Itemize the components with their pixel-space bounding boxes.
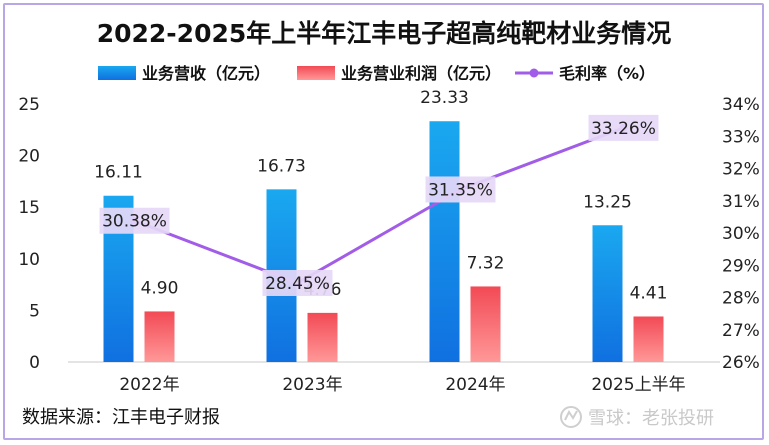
margin-value-label: 28.45% (265, 274, 330, 294)
left-axis-tick-label: 0 (29, 353, 40, 373)
left-axis-tick-label: 25 (18, 95, 40, 115)
margin-label-bg (588, 114, 659, 141)
bar-profit-value-label: 7.32 (467, 253, 505, 273)
bar-revenue (429, 121, 460, 362)
left-axis-tick-label: 20 (18, 147, 40, 167)
right-axis-tick-label: 27% (722, 321, 760, 341)
bar-profit-value-label: 4.90 (141, 278, 179, 298)
bar-profit (470, 286, 501, 362)
left-axis-tick-label: 10 (18, 250, 40, 270)
legend-label-profit: 业务营业利润（亿元） (341, 64, 501, 83)
source-note: 数据来源：江丰电子财报 (22, 407, 220, 428)
margin-label-bg (262, 269, 333, 296)
category-label: 2023年 (282, 375, 342, 395)
right-axis-tick-label: 26% (722, 353, 760, 373)
category-label: 2022年 (119, 375, 179, 395)
margin-label-bg (99, 207, 170, 234)
right-axis-tick-label: 28% (722, 289, 760, 309)
margin-value-label: 33.26% (591, 119, 656, 139)
bar-revenue (592, 225, 623, 362)
bar-revenue-value-label: 13.25 (583, 192, 632, 212)
category-labels: 2022年 2023年 2024年 2025上半年 (119, 375, 685, 395)
chart-frame (3, 3, 764, 440)
left-axis: 0 5 10 15 20 25 (18, 95, 40, 373)
snowball-logo-icon (560, 406, 582, 428)
margin-line-layer: 30.38% 28.45% 31.35% 33.26% (99, 114, 659, 296)
chart-title: 2022-2025年上半年江丰电子超高纯靶材业务情况 (97, 19, 672, 48)
legend-label-revenue: 业务营收（亿元） (142, 64, 270, 83)
bar-profit (144, 311, 175, 362)
bar-profit-value-label: 4.41 (630, 283, 668, 303)
category-label: 2024年 (445, 375, 505, 395)
right-axis-tick-label: 29% (722, 256, 760, 276)
bar-revenue-value-label: 16.11 (94, 163, 143, 183)
watermark-text: 雪球：老张投研 (588, 408, 714, 429)
bar-profit (307, 312, 338, 362)
watermark: 雪球：老张投研 (560, 406, 714, 429)
legend-swatch-revenue (98, 66, 136, 80)
legend-swatch-profit (297, 66, 335, 80)
legend-label-margin: 毛利率（%） (559, 64, 655, 83)
bars (103, 121, 664, 362)
right-axis-tick-label: 34% (722, 95, 760, 115)
bar-revenue-value-label: 16.73 (257, 156, 306, 176)
right-axis-tick-label: 31% (722, 192, 760, 212)
margin-line (133, 126, 625, 285)
margin-value-label: 30.38% (102, 212, 167, 232)
legend: 业务营收（亿元） 业务营业利润（亿元） 毛利率（%） (98, 64, 655, 83)
left-axis-tick-label: 5 (29, 301, 40, 321)
right-axis-tick-label: 30% (722, 224, 760, 244)
legend-swatch-margin-marker (529, 68, 539, 78)
right-axis: 26% 27% 28% 29% 30% 31% 32% 33% 34% (722, 95, 760, 373)
margin-label-bg (425, 176, 496, 203)
bar-profit (633, 316, 664, 362)
margin-value-label: 31.35% (428, 180, 493, 200)
category-label: 2025上半年 (591, 375, 685, 395)
right-axis-tick-label: 33% (722, 127, 760, 147)
left-axis-tick-label: 15 (18, 198, 40, 218)
right-axis-tick-label: 32% (722, 160, 760, 180)
bar-revenue-value-label: 23.33 (420, 88, 469, 108)
